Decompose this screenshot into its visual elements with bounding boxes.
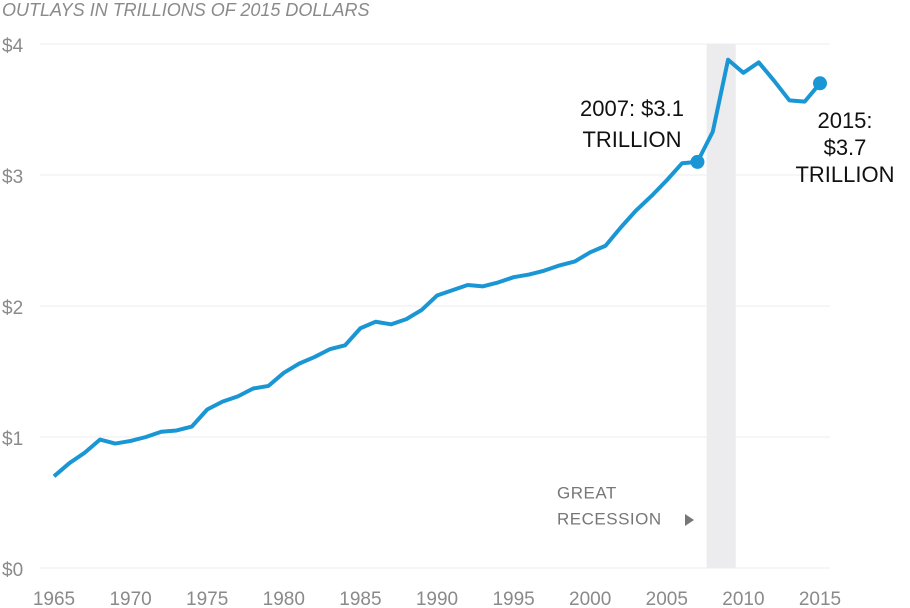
y-tick-label: $1 (2, 429, 23, 450)
y-tick-label: $0 (2, 560, 23, 581)
x-tick-label: 1965 (33, 589, 75, 608)
annotation: TRILLION (582, 127, 681, 152)
x-tick-label: 1990 (416, 589, 458, 608)
x-tick-label: 2000 (569, 589, 611, 608)
y-tick-label: $3 (2, 167, 23, 188)
annotation: 2007: $3.1 (580, 96, 684, 121)
y-tick-label: $2 (2, 298, 23, 319)
annotation: 2015: (817, 108, 872, 133)
x-tick-label: 1985 (339, 589, 381, 608)
chart-title: OUTLAYS IN TRILLIONS OF 2015 DOLLARS (2, 0, 369, 20)
x-tick-label: 1980 (263, 589, 305, 608)
annotation: TRILLION (795, 162, 894, 187)
recession-band (706, 44, 736, 568)
grid: $0 $1 $2 $3 $4 1965 1970 1975 1980 1985 1990 1995 20… (2, 36, 841, 608)
band-layer: GREAT RECESSION (557, 44, 736, 568)
x-tick-label: 2015 (799, 589, 841, 608)
highlight-dot (690, 154, 705, 169)
highlight-dot (813, 76, 827, 91)
x-tick-label: 1970 (109, 589, 151, 608)
x-tick-label: 1975 (186, 589, 228, 608)
annotation: $3.7 (824, 135, 867, 160)
x-tick-label: 2010 (722, 589, 764, 608)
line (52, 57, 822, 478)
y-tick-label: $4 (2, 36, 24, 57)
arrow (685, 514, 694, 526)
band-label: RECESSION (557, 509, 662, 528)
x-tick-label: 2005 (646, 589, 688, 608)
band-label: GREAT (557, 483, 617, 502)
x-tick-label: 1995 (492, 589, 534, 608)
